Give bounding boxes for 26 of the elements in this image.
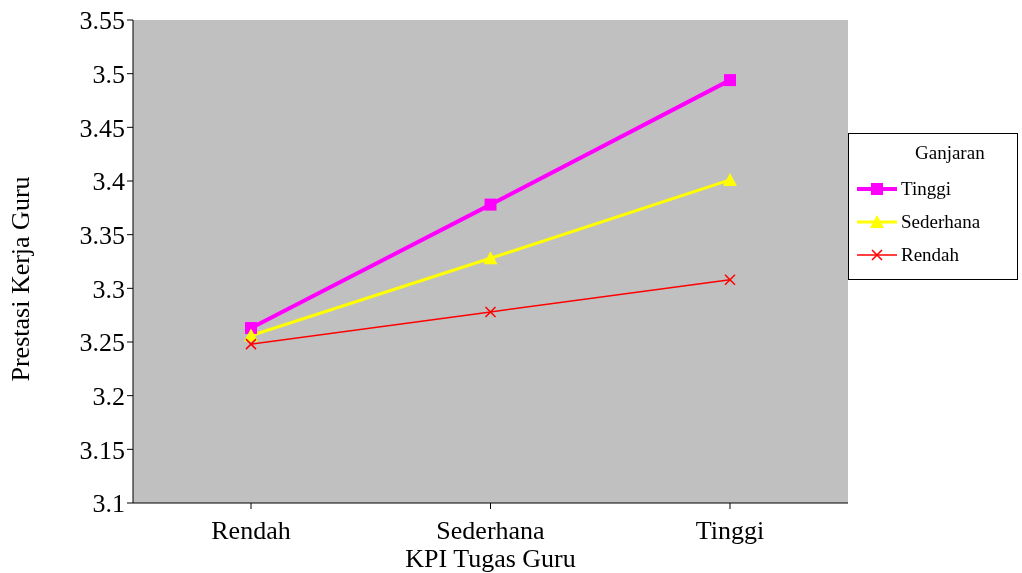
x-tick-label: Sederhana <box>436 516 546 546</box>
legend-label: Tinggi <box>901 177 951 200</box>
x-tick-label: Tinggi <box>695 516 765 546</box>
y-tick-label: 3.55 <box>79 6 125 36</box>
point <box>484 306 497 318</box>
point <box>724 274 736 286</box>
x-tick-label: Rendah <box>211 516 291 546</box>
y-tick-label: 3.1 <box>92 489 125 519</box>
y-tick-label: 3.2 <box>92 381 125 411</box>
point <box>484 198 497 211</box>
legend-label: Rendah <box>901 243 960 266</box>
x-axis-title: KPI Tugas Guru <box>405 544 576 573</box>
y-tick-label: 3.5 <box>92 59 125 89</box>
point <box>724 74 736 87</box>
y-tick-label: 3.45 <box>79 113 125 143</box>
legend-title: Ganjaran <box>914 142 986 164</box>
y-tick-label: 3.15 <box>79 435 125 465</box>
point <box>483 251 498 265</box>
y-tick-label: 3.35 <box>79 220 125 250</box>
y-tick-label: 3.25 <box>79 328 125 358</box>
y-tick-label: 3.3 <box>92 274 125 304</box>
point <box>723 172 737 186</box>
point <box>245 338 257 350</box>
y-tick-label: 3.4 <box>92 167 125 197</box>
legend-label: Sederhana <box>901 210 981 233</box>
y-axis-title: Prestasi Kerja Guru <box>6 176 36 382</box>
